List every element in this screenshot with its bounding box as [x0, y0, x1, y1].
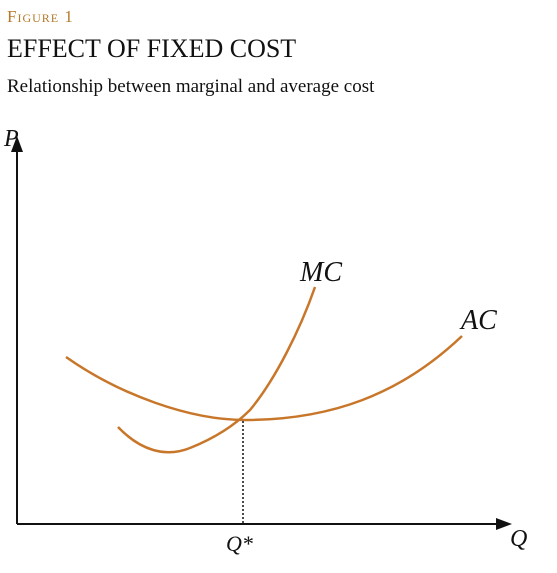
q-star-label: Q* — [226, 531, 253, 556]
y-axis-label: P — [3, 126, 19, 152]
mc-curve — [117, 286, 317, 454]
subtitle: Relationship between marginal and averag… — [7, 76, 375, 97]
figure-label: Figure 1 — [7, 7, 74, 26]
x-axis-label: Q — [510, 526, 527, 552]
ac-curve — [65, 335, 463, 422]
ac-label: AC — [459, 305, 497, 336]
y-arrow — [11, 136, 23, 152]
x-arrow — [496, 518, 512, 530]
title: EFFECT OF FIXED COST — [7, 34, 296, 63]
mc-label: MC — [299, 257, 342, 288]
